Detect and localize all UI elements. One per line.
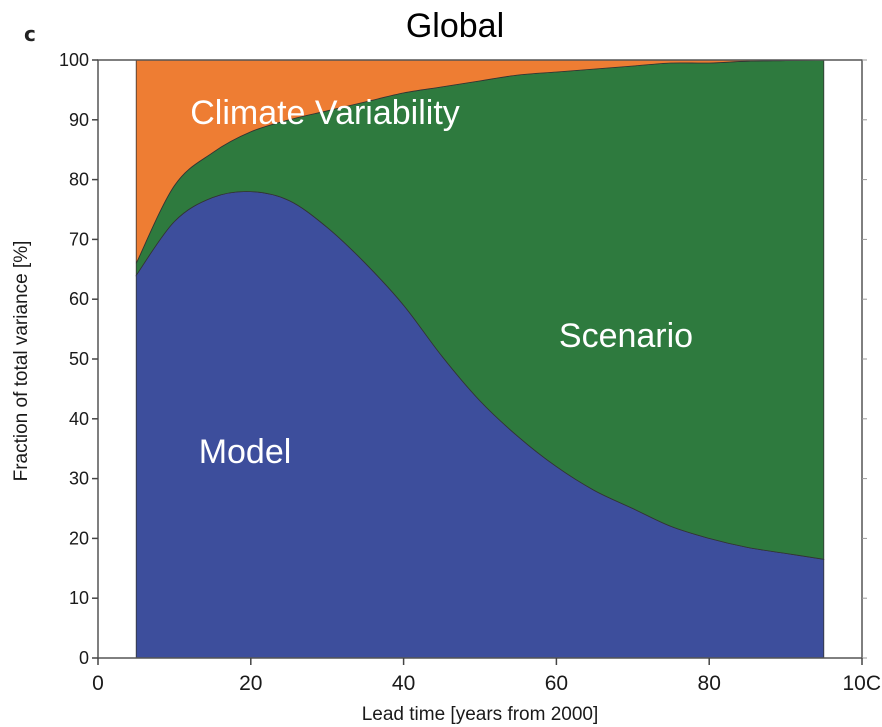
plot-area: 0 10 20 30 40 50 60 70 80 90 100 0 20 40 60 80 10C [59,50,881,695]
y-tick-label: 60 [69,289,89,309]
panel-label: c [24,22,36,46]
x-tick-label: 80 [698,672,721,695]
y-axis-ticks: 0 10 20 30 40 50 60 70 80 90 100 [59,50,867,668]
x-tick-label: 60 [545,672,568,695]
y-tick-label: 10 [69,588,89,608]
x-tick-label: 0 [92,672,104,695]
region-label-model: Model [199,433,292,471]
x-axis-title: Lead time [years from 2000] [362,704,599,725]
y-tick-label: 30 [69,469,89,489]
stacked-areas [135,59,825,659]
region-label-climate-variability: Climate Variability [190,94,460,132]
x-tick-label: 40 [392,672,415,695]
x-tick-label: 20 [239,672,262,695]
y-tick-label: 80 [69,170,89,190]
region-label-scenario: Scenario [559,317,693,355]
y-tick-label: 50 [69,349,89,369]
chart-title: Global [406,7,504,45]
y-tick-label: 70 [69,229,89,249]
x-axis-ticks: 0 20 40 60 80 10C [92,658,881,695]
y-axis-title: Fraction of total variance [%] [11,241,32,482]
y-tick-label: 100 [59,50,89,70]
y-tick-label: 0 [79,648,89,668]
y-tick-label: 90 [69,110,89,130]
x-tick-label: 10C [842,672,881,695]
y-tick-label: 20 [69,528,89,548]
y-tick-label: 40 [69,409,89,429]
